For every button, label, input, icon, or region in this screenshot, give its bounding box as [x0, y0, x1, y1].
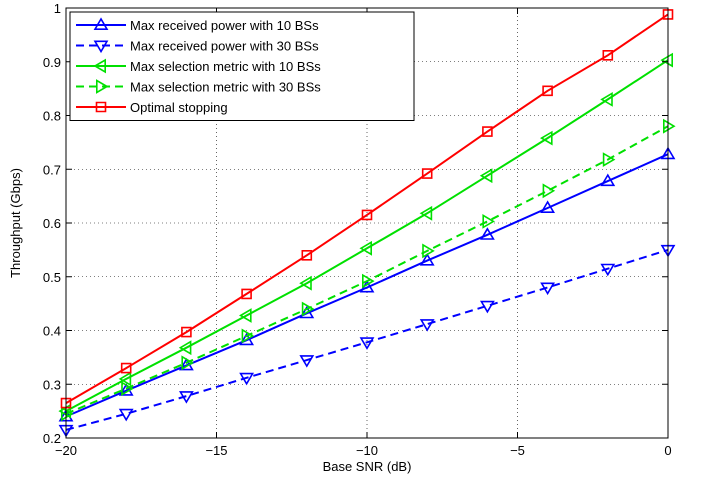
- legend-box: [69, 11, 415, 121]
- data-point: [121, 381, 134, 396]
- x-tick-label: 0: [664, 443, 671, 458]
- data-point: [239, 308, 252, 323]
- data-point: [542, 183, 556, 199]
- data-point: [359, 337, 375, 350]
- legend-marker: [93, 40, 109, 54]
- data-point: [482, 214, 495, 229]
- data-point: [600, 173, 616, 187]
- legend-item: Max selection metric with 10 BSs: [76, 58, 321, 74]
- legend-label: Max selection metric with 30 BSs: [130, 80, 321, 95]
- data-point: [179, 391, 194, 404]
- data-point: [239, 332, 254, 346]
- data-point: [60, 406, 74, 422]
- y-tick-label: 0.4: [43, 324, 61, 339]
- data-point: [419, 319, 435, 332]
- legend-item: Max received power with 10 BSs: [76, 17, 319, 33]
- data-point: [301, 301, 315, 317]
- data-point: [118, 371, 132, 387]
- series-line: [65, 59, 669, 412]
- y-tick-label: 0.9: [43, 55, 61, 70]
- data-point: [241, 288, 252, 300]
- data-point: [602, 49, 614, 61]
- y-tick-label: 0.3: [43, 377, 61, 392]
- x-tick-label: −10: [356, 443, 378, 458]
- data-point: [120, 362, 132, 374]
- series-layer: [58, 9, 676, 438]
- y-tick-label: 0.8: [43, 109, 61, 124]
- data-point: [421, 168, 433, 179]
- data-point: [239, 372, 254, 386]
- series-5: [60, 9, 674, 409]
- y-tick-label: 0.7: [43, 162, 61, 177]
- series-line: [65, 153, 669, 418]
- y-tick-label: 0.5: [43, 270, 61, 285]
- series-line: [65, 13, 669, 404]
- data-point: [419, 205, 433, 221]
- axis-ticks: −20 −15 −10 −5 0 0.2 0.3 0.4 0.5 0.6 0.7 0.8 0.9 1: [43, 1, 672, 458]
- data-point: [359, 240, 373, 256]
- legend-item: Max received power with 30 BSs: [76, 39, 319, 54]
- data-point: [361, 209, 373, 221]
- series-3: [58, 52, 674, 419]
- data-point: [540, 282, 555, 296]
- data-point: [540, 200, 555, 213]
- legend-item: Optimal stopping: [76, 100, 228, 115]
- data-point: [480, 227, 495, 240]
- legend-marker: [96, 79, 109, 94]
- data-point: [662, 118, 676, 134]
- series-2: [58, 244, 676, 438]
- legend-marker: [95, 101, 107, 113]
- data-point: [480, 300, 495, 314]
- legend-marker: [93, 58, 106, 74]
- legend-label: Optimal stopping: [130, 100, 228, 115]
- data-point: [540, 130, 553, 146]
- data-point: [241, 328, 255, 344]
- data-point: [419, 253, 435, 266]
- data-point: [299, 355, 315, 368]
- data-point: [181, 326, 192, 338]
- legend: Max received power with 10 BSs Max receiv…: [69, 11, 415, 121]
- data-point: [602, 152, 616, 167]
- data-point: [299, 275, 312, 291]
- data-point: [600, 263, 616, 277]
- y-tick-label: 1: [54, 1, 61, 16]
- data-point: [181, 355, 194, 371]
- data-point: [660, 52, 674, 68]
- x-tick-label: −5: [510, 443, 525, 458]
- data-point: [479, 168, 493, 184]
- x-tick-label: −20: [55, 443, 77, 458]
- series-4: [60, 118, 676, 422]
- y-tick-label: 0.6: [43, 216, 61, 231]
- data-point: [60, 397, 72, 409]
- legend-item: Max selection metric with 30 BSs: [76, 79, 321, 95]
- data-point: [361, 273, 375, 289]
- legend-label: Max selection metric with 10 BSs: [130, 59, 321, 74]
- x-axis-label: Base SNR (dB): [323, 459, 412, 474]
- data-point: [118, 408, 134, 422]
- data-point: [299, 305, 315, 319]
- legend-label: Max received power with 30 BSs: [130, 39, 319, 54]
- series-line: [65, 248, 669, 431]
- series-line: [65, 125, 669, 415]
- x-tick-label: −15: [205, 443, 227, 458]
- data-point: [482, 126, 493, 137]
- legend-marker: [93, 17, 109, 31]
- data-point: [542, 85, 553, 97]
- y-tick-label: 0.2: [43, 431, 61, 446]
- data-point: [178, 340, 192, 356]
- data-point: [600, 92, 613, 107]
- data-point: [422, 243, 435, 259]
- legend-label: Max received power with 10 BSs: [130, 18, 319, 33]
- y-axis-label: Throughput (Gbps): [8, 168, 23, 278]
- data-point: [662, 9, 674, 20]
- data-point: [301, 250, 313, 261]
